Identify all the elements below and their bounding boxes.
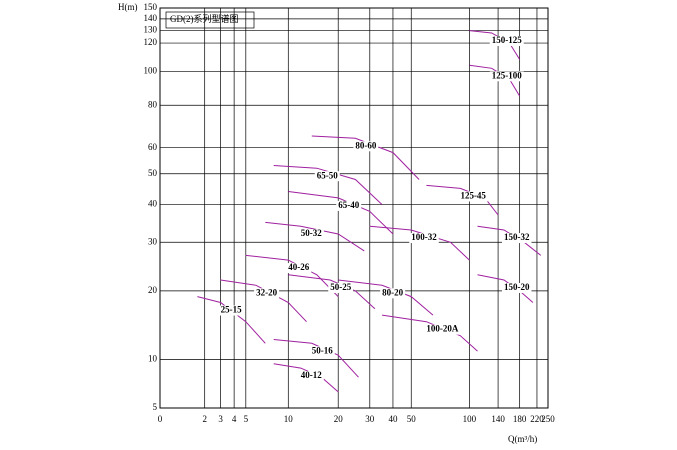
label-bg: [314, 171, 340, 182]
x-tick-label: 140: [491, 414, 505, 424]
label-bg: [489, 35, 524, 46]
curve-label: 50-32: [301, 228, 322, 238]
label-bg: [298, 371, 324, 382]
x-tick-label: 20: [334, 414, 344, 424]
curve-label: 50-16: [312, 345, 333, 355]
curve-label: 25-15: [221, 305, 242, 315]
curve-label: 80-20: [382, 287, 403, 297]
label-bg: [254, 288, 280, 299]
y-tick-label: 140: [144, 13, 158, 23]
label-bg: [501, 233, 532, 244]
x-tick-label: 3: [218, 414, 223, 424]
label-bg: [286, 263, 312, 274]
x-tick-label: 4: [232, 414, 237, 424]
curve-label: 150-20: [504, 282, 530, 292]
curve-label: 100-20A: [426, 324, 458, 334]
curve-label: 125-100: [492, 70, 522, 80]
y-tick-label: 10: [148, 353, 158, 363]
label-bg: [353, 141, 379, 152]
y-tick-label: 20: [148, 285, 158, 295]
x-tick-label: 50: [407, 414, 417, 424]
x-tick-label: 5: [244, 414, 249, 424]
y-tick-label: 80: [148, 99, 158, 109]
x-tick-label: 0: [158, 414, 163, 424]
curve-label: 40-26: [288, 262, 309, 272]
x-tick-label: 10: [284, 414, 294, 424]
x-tick-label: 40: [388, 414, 398, 424]
label-bg: [218, 305, 244, 316]
curve-label: 65-50: [317, 170, 338, 180]
y-tick-label: 150: [144, 2, 158, 12]
x-tick-label: 250: [541, 414, 555, 424]
curve-label: 65-40: [338, 200, 359, 210]
label-bg: [309, 346, 335, 357]
curve-label: 80-60: [355, 140, 376, 150]
label-bg: [336, 200, 362, 211]
y-tick-label: 130: [144, 25, 158, 35]
x-axis-label: Q(m³/h): [508, 434, 537, 444]
label-bg: [501, 282, 532, 293]
y-axis-label: H(m): [118, 2, 138, 12]
y-tick-label: 50: [148, 168, 158, 178]
y-tick-label: 120: [144, 37, 158, 47]
x-tick-label: 2: [202, 414, 207, 424]
x-tick-label: 30: [365, 414, 375, 424]
y-tick-label: 5: [153, 402, 158, 412]
curve-label: 40-12: [301, 370, 322, 380]
label-bg: [409, 233, 439, 244]
y-tick-label: 40: [148, 199, 158, 209]
label-bg: [380, 288, 406, 299]
curve-label: 150-125: [492, 35, 522, 45]
y-tick-label: 30: [148, 236, 158, 246]
curve-label: 125-45: [460, 191, 486, 201]
curve-label: 32-20: [256, 287, 277, 297]
curve-label: 150-32: [504, 232, 530, 242]
label-bg: [328, 282, 354, 293]
x-tick-label: 100: [463, 414, 477, 424]
label-bg: [458, 191, 488, 202]
curve-label: 50-25: [330, 282, 351, 292]
y-tick-label: 100: [144, 65, 158, 75]
title-box: [165, 11, 255, 29]
label-bg: [424, 324, 461, 335]
curve-label: 100-32: [411, 232, 437, 242]
x-tick-label: 220: [530, 414, 544, 424]
label-bg: [298, 229, 324, 240]
label-bg: [489, 71, 524, 82]
y-tick-label: 60: [148, 142, 158, 152]
x-tick-label: 180: [513, 414, 527, 424]
